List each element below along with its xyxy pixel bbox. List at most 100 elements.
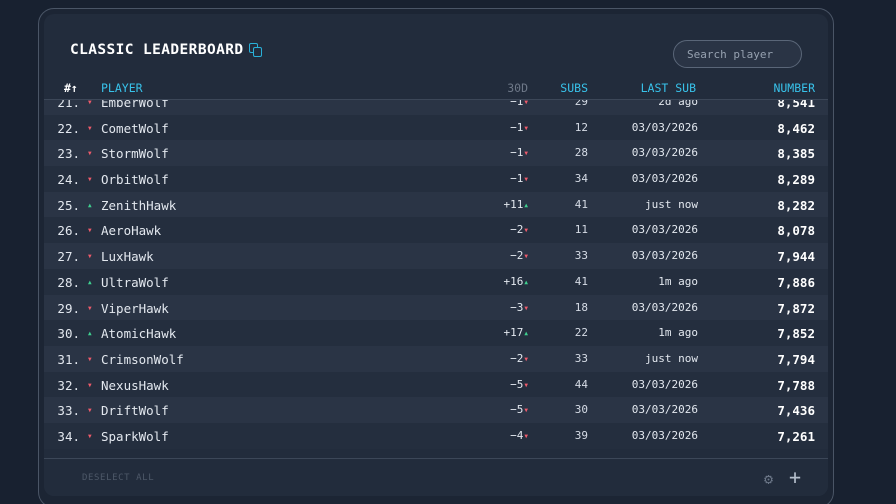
change-cell: +16▲ bbox=[504, 275, 529, 288]
table-row[interactable]: 32. ▼ NexusHawk −5▼ 44 03/03/2026 7,788 bbox=[44, 371, 828, 398]
number-cell: 7,852 bbox=[777, 326, 815, 342]
column-rank-sort[interactable]: #↑ bbox=[64, 81, 78, 95]
page-title: CLASSIC LEADERBOARD bbox=[70, 42, 244, 58]
subs-cell: 44 bbox=[574, 377, 588, 391]
leaderboard-panel: CLASSIC LEADERBOARD #↑ PLAYER 30D SUBS L… bbox=[44, 14, 828, 496]
change-cell: −4▼ bbox=[510, 429, 528, 442]
table-row[interactable]: 23. ▼ StormWolf −1▼ 28 03/03/2026 8,385 bbox=[44, 140, 828, 167]
rank-cell: 32. bbox=[57, 377, 80, 393]
last-sub-cell: 03/03/2026 bbox=[631, 146, 698, 160]
number-cell: 8,282 bbox=[777, 197, 815, 213]
column-player[interactable]: PLAYER bbox=[101, 81, 143, 95]
search-input[interactable] bbox=[673, 40, 802, 68]
table-row[interactable]: 31. ▼ CrimsonWolf −2▼ 33 just now 7,794 bbox=[44, 345, 828, 372]
change-up-icon: ▲ bbox=[524, 201, 528, 209]
change-value: −3 bbox=[510, 300, 524, 314]
subs-cell: 11 bbox=[574, 223, 588, 237]
player-name: SparkWolf bbox=[101, 428, 169, 444]
number-cell: 7,872 bbox=[777, 300, 815, 316]
deselect-all-button[interactable]: DESELECT ALL bbox=[82, 473, 155, 483]
table-row[interactable]: 25. ▲ ZenithHawk +11▲ 41 just now 8,282 bbox=[44, 191, 828, 218]
number-cell: 8,462 bbox=[777, 120, 815, 136]
column-subs[interactable]: SUBS bbox=[560, 81, 588, 95]
last-sub-cell: 03/03/2026 bbox=[631, 120, 698, 134]
change-cell: +17▲ bbox=[504, 326, 529, 339]
player-name: DriftWolf bbox=[101, 403, 169, 419]
change-value: −1 bbox=[510, 172, 524, 186]
player-name: AeroHawk bbox=[101, 223, 162, 239]
change-value: −5 bbox=[510, 377, 524, 391]
rank-cell: 22. bbox=[57, 120, 80, 136]
last-sub-cell: 03/03/2026 bbox=[631, 377, 698, 391]
number-cell: 7,261 bbox=[777, 428, 815, 444]
last-sub-cell: 1m ago bbox=[658, 326, 698, 340]
table-row[interactable]: 27. ▼ LuxHawk −2▼ 33 03/03/2026 7,944 bbox=[44, 243, 828, 269]
copy-icon[interactable] bbox=[249, 43, 263, 57]
table-body[interactable]: 21. ▼ EmberWolf −1▼ 29 2d ago 8,541 22. ▼ CometWo… bbox=[44, 100, 828, 458]
player-name: UltraWolf bbox=[101, 274, 169, 290]
subs-cell: 41 bbox=[574, 274, 588, 288]
table-header: #↑ PLAYER 30D SUBS LAST SUB NUMBER bbox=[44, 78, 828, 100]
number-cell: 8,078 bbox=[777, 223, 815, 239]
table-row[interactable]: 28. ▲ UltraWolf +16▲ 41 1m ago 7,886 bbox=[44, 268, 828, 295]
subs-cell: 41 bbox=[574, 197, 588, 211]
column-last-sub[interactable]: LAST SUB bbox=[640, 81, 696, 95]
change-cell: −2▼ bbox=[510, 352, 528, 365]
trend-down-icon: ▼ bbox=[88, 176, 92, 184]
number-cell: 7,944 bbox=[777, 249, 815, 265]
last-sub-cell: 1m ago bbox=[658, 274, 698, 288]
rank-cell: 28. bbox=[57, 274, 80, 290]
change-down-icon: ▼ bbox=[524, 355, 528, 363]
table-row[interactable]: 24. ▼ OrbitWolf −1▼ 34 03/03/2026 8,289 bbox=[44, 166, 828, 192]
change-value: −5 bbox=[510, 403, 524, 417]
change-down-icon: ▼ bbox=[524, 124, 528, 132]
trend-down-icon: ▼ bbox=[88, 150, 92, 158]
player-name: EmberWolf bbox=[101, 100, 169, 110]
table-row[interactable]: 21. ▼ EmberWolf −1▼ 29 2d ago 8,541 bbox=[44, 100, 828, 115]
change-value: −2 bbox=[510, 223, 524, 237]
change-down-icon: ▼ bbox=[524, 176, 528, 184]
subs-cell: 33 bbox=[574, 249, 588, 263]
gear-icon[interactable]: ⚙ bbox=[764, 470, 774, 488]
change-down-icon: ▼ bbox=[524, 432, 528, 440]
rank-cell: 21. bbox=[57, 100, 80, 110]
trend-up-icon: ▲ bbox=[88, 201, 92, 209]
table-row[interactable]: 30. ▲ AtomicHawk +17▲ 22 1m ago 7,852 bbox=[44, 320, 828, 346]
table-row[interactable]: 33. ▼ DriftWolf −5▼ 30 03/03/2026 7,436 bbox=[44, 397, 828, 423]
number-cell: 7,788 bbox=[777, 377, 815, 393]
last-sub-cell: 03/03/2026 bbox=[631, 172, 698, 186]
last-sub-cell: 03/03/2026 bbox=[631, 403, 698, 417]
rank-cell: 31. bbox=[57, 351, 80, 367]
trend-down-icon: ▼ bbox=[88, 355, 92, 363]
change-value: +11 bbox=[503, 197, 524, 211]
rank-cell: 30. bbox=[57, 326, 80, 342]
trend-up-icon: ▲ bbox=[88, 278, 92, 286]
subs-cell: 34 bbox=[574, 172, 588, 186]
change-cell: +11▲ bbox=[504, 198, 529, 211]
plus-icon[interactable]: + bbox=[789, 465, 802, 489]
trend-down-icon: ▼ bbox=[88, 227, 92, 235]
subs-cell: 12 bbox=[574, 120, 588, 134]
rank-cell: 29. bbox=[57, 300, 80, 316]
table-footer: DESELECT ALL ⚙ + bbox=[44, 458, 828, 496]
table-rows: 21. ▼ EmberWolf −1▼ 29 2d ago 8,541 22. ▼ CometWo… bbox=[44, 100, 828, 449]
table-row[interactable]: 22. ▼ CometWolf −1▼ 12 03/03/2026 8,462 bbox=[44, 114, 828, 141]
table-row[interactable]: 26. ▼ AeroHawk −2▼ 11 03/03/2026 8,078 bbox=[44, 217, 828, 244]
player-name: OrbitWolf bbox=[101, 172, 169, 188]
last-sub-cell: 2d ago bbox=[658, 100, 698, 108]
last-sub-cell: 03/03/2026 bbox=[631, 428, 698, 442]
column-number[interactable]: NUMBER bbox=[773, 81, 815, 95]
table-row[interactable]: 34. ▼ SparkWolf −4▼ 39 03/03/2026 7,261 bbox=[44, 422, 828, 449]
change-value: −1 bbox=[510, 120, 524, 134]
last-sub-cell: 03/03/2026 bbox=[631, 249, 698, 263]
table-row[interactable]: 29. ▼ ViperHawk −3▼ 18 03/03/2026 7,872 bbox=[44, 294, 828, 321]
player-name: LuxHawk bbox=[101, 249, 154, 265]
change-cell: −1▼ bbox=[510, 146, 528, 159]
change-value: −2 bbox=[510, 249, 524, 263]
column-30d[interactable]: 30D bbox=[507, 81, 528, 95]
trend-down-icon: ▼ bbox=[88, 253, 92, 261]
number-cell: 7,436 bbox=[777, 403, 815, 419]
trend-down-icon: ▼ bbox=[88, 432, 92, 440]
change-value: +17 bbox=[503, 326, 524, 340]
trend-down-icon: ▼ bbox=[88, 124, 92, 132]
